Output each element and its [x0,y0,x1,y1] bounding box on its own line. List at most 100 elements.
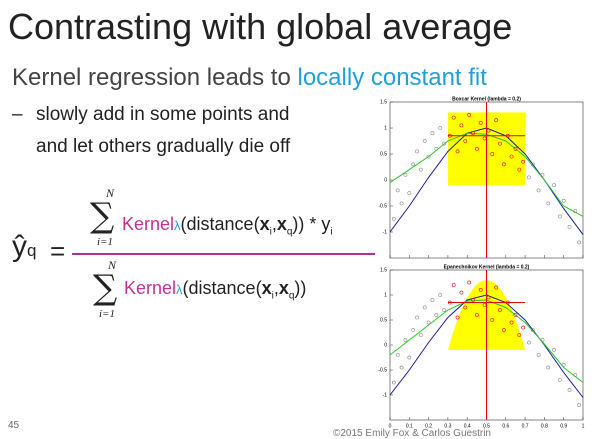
data-point [552,348,556,352]
lambda: λ [174,218,181,233]
x: x [261,278,272,298]
data-point [521,159,526,164]
subtitle: Kernel regression leads to locally const… [12,64,487,92]
sum-sign: ∑ [93,268,118,308]
data-point [527,340,531,345]
sub: q [286,226,293,238]
y-tick-label: 1 [384,292,387,298]
x-tick-label: 0.2 [425,423,432,429]
y-tick-label: -1 [383,229,388,235]
y-tick-label: 1 [384,125,387,131]
y-tick-label: 1.5 [380,267,387,273]
sub: q [288,290,295,302]
x-tick-label: 0 [389,423,392,429]
data-point [399,201,404,206]
subtitle-highlight: locally constant fit [297,64,487,91]
data-point [391,380,396,385]
sum-sign: ∑ [90,196,115,236]
data-point [517,167,522,172]
data-point [418,333,423,337]
data-point [509,154,514,159]
x-tick-label: 0.4 [464,423,471,429]
denominator: Kernelλ(distance(xi,xq)) [124,278,306,302]
data-point [403,172,408,177]
data-point [567,388,572,392]
data-point [395,353,400,357]
text: )) [292,214,305,234]
data-point [577,403,582,407]
data-point [557,214,562,219]
y-tick-label: -0.5 [378,367,387,373]
data-point [434,146,439,151]
text: * y [304,214,331,234]
data-point [459,290,464,295]
data-point [567,224,572,229]
x: x [278,278,289,298]
data-point [459,123,464,128]
data-point [467,280,472,285]
yhat: ŷq [12,230,36,264]
data-point [501,162,506,167]
data-point [536,353,541,357]
data-point [442,141,446,146]
sum-lower: i=1 [99,308,115,320]
data-point [438,293,443,297]
equals: = [50,236,66,266]
data-point [442,308,446,312]
data-point [490,152,495,156]
y-tick-label: 0 [384,177,387,183]
data-point [395,188,400,193]
yhat-symbol: ŷ [12,230,27,263]
data-point [530,162,535,167]
data-point [536,188,541,193]
data-point [407,355,412,360]
data-point [527,175,531,180]
sum-upper: N [106,186,115,200]
data-point [517,333,522,337]
data-point [415,149,419,154]
data-point [418,167,423,172]
data-point [474,313,479,317]
x-tick-label: 0.6 [502,423,509,429]
data-point [467,113,472,117]
y-tick-label: 0.5 [380,151,387,157]
title: Contrasting with global average [8,6,513,47]
data-point [471,298,475,302]
data-point [530,328,535,332]
data-point [478,120,483,125]
data-point [557,378,562,382]
data-point [498,141,502,146]
text: (distance( [180,214,260,234]
x-tick-label: 0.7 [522,423,529,429]
sub: i [330,226,333,238]
data-point [577,240,582,245]
kernel: Kernel [124,278,177,298]
data-point [403,338,408,342]
x-tick-label: 0.5 [483,423,490,429]
data-point [451,115,456,120]
data-point [521,325,526,330]
x-tick-label: 0.8 [541,423,548,429]
data-point [494,118,499,123]
fraction-line [72,253,375,255]
page-number: 45 [8,420,20,431]
data-point [546,365,551,370]
data-point [513,313,518,317]
y-tick-label: 0 [384,342,387,348]
x-tick-label: 0.3 [444,423,451,429]
data-point [430,131,435,136]
bullet-line: slowly add in some points and [36,104,290,125]
sub: i [271,290,274,302]
data-point [426,154,431,159]
plot-title: Epanechnikov Kernel (lambda = 0.2) [444,264,530,270]
y-tick-label: -1 [383,392,388,398]
data-point [422,305,427,310]
data-point [455,315,460,320]
sum-upper: N [108,258,117,272]
text: (distance( [182,278,262,298]
y-tick-label: 1.5 [380,99,387,105]
data-point [422,139,427,143]
x-tick-label: 0.9 [560,423,567,429]
